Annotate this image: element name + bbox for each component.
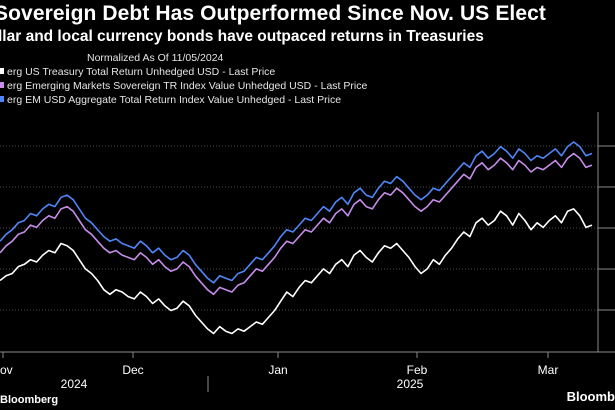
x-tick-label-3: Feb	[407, 363, 428, 377]
chart-title: Sovereign Debt Has Outperformed Since No…	[0, 2, 547, 25]
normalization-note: Normalized As Of 11/05/2024	[87, 52, 224, 64]
legend-item-em-aggregate: erg EM USD Aggregate Total Return Index …	[0, 94, 341, 106]
legend-label-em-aggregate: erg EM USD Aggregate Total Return Index …	[7, 94, 342, 106]
bloomberg-logo: Bloomb	[566, 389, 615, 404]
series-lines	[0, 141, 593, 335]
legend-label-treasury: erg US Treasury Total Return Unhedged US…	[7, 66, 276, 78]
legend-item-em-sovereign: erg Emerging Markets Sovereign TR Index …	[0, 80, 367, 92]
series-line-em-aggregate	[0, 141, 593, 284]
source-label: Bloomberg	[0, 394, 59, 406]
legend-swatch-em-aggregate	[0, 96, 4, 102]
x-tick-label-0: ov	[0, 363, 13, 377]
chart-subtitle: llar and local currency bonds have outpa…	[0, 28, 484, 45]
x-axis: ov Dec Jan Feb Mar 2024 2025	[0, 112, 615, 392]
year-label-0: 2024	[61, 377, 88, 391]
x-tick-label-1: Dec	[122, 363, 143, 377]
legend-swatch-treasury	[0, 68, 4, 74]
legend-item-treasury: erg US Treasury Total Return Unhedged US…	[0, 66, 275, 78]
legend-label-em-sovereign: erg Emerging Markets Sovereign TR Index …	[7, 80, 368, 92]
x-tick-label-4: Mar	[538, 363, 559, 377]
series-line-em-sovereign	[0, 152, 593, 296]
x-tick-label-2: Jan	[268, 363, 287, 377]
series-line-treasury	[0, 208, 593, 335]
horizontal-gridlines	[0, 145, 615, 311]
legend-swatch-em-sovereign	[0, 82, 4, 88]
year-label-1: 2025	[397, 377, 424, 391]
